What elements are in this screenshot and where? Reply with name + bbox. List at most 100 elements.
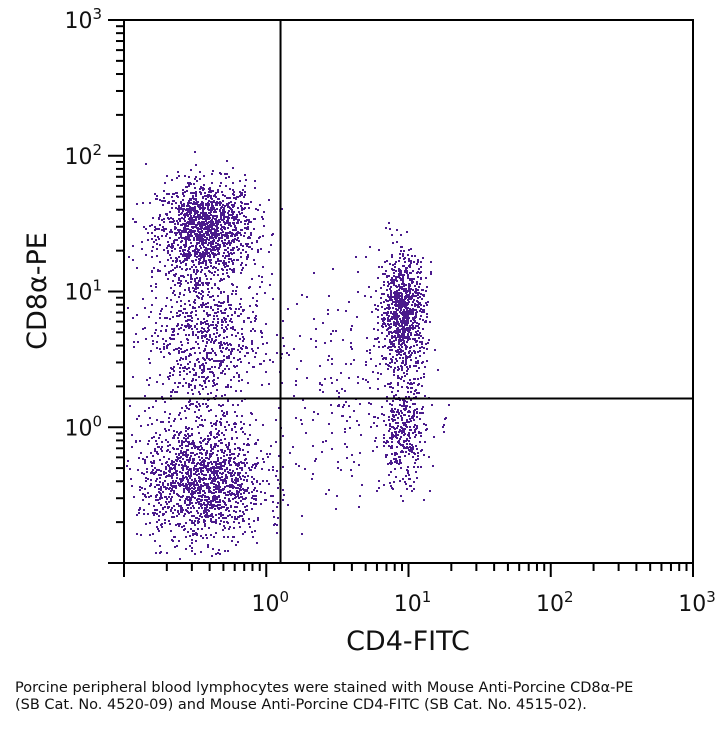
data-point bbox=[196, 227, 198, 229]
data-point bbox=[213, 423, 215, 425]
data-point bbox=[399, 399, 401, 401]
data-point bbox=[245, 251, 247, 253]
data-point bbox=[213, 483, 215, 485]
data-point bbox=[210, 433, 212, 435]
data-point bbox=[276, 532, 278, 534]
data-point bbox=[273, 524, 275, 526]
data-point bbox=[424, 366, 426, 368]
data-point bbox=[188, 239, 190, 241]
data-point bbox=[250, 330, 252, 332]
data-point bbox=[215, 491, 217, 493]
data-point bbox=[395, 305, 397, 307]
data-point bbox=[220, 405, 222, 407]
data-point bbox=[154, 509, 156, 511]
data-point bbox=[136, 267, 138, 269]
data-point bbox=[178, 205, 180, 207]
data-point bbox=[186, 205, 188, 207]
data-point bbox=[359, 403, 361, 405]
data-point bbox=[222, 200, 224, 202]
data-point bbox=[239, 488, 241, 490]
data-point bbox=[234, 312, 236, 314]
data-point bbox=[203, 214, 205, 216]
data-point bbox=[194, 479, 196, 481]
data-point bbox=[428, 339, 430, 341]
data-point bbox=[222, 262, 224, 264]
data-point bbox=[248, 362, 250, 364]
data-point bbox=[173, 370, 175, 372]
data-point bbox=[154, 512, 156, 514]
data-point bbox=[411, 295, 413, 297]
data-point bbox=[238, 376, 240, 378]
data-point bbox=[211, 507, 213, 509]
data-point bbox=[166, 345, 168, 347]
data-point bbox=[391, 303, 393, 305]
data-point bbox=[415, 325, 417, 327]
data-point bbox=[396, 286, 398, 288]
data-point bbox=[209, 476, 211, 478]
data-point bbox=[167, 217, 169, 219]
data-point bbox=[395, 431, 397, 433]
data-point bbox=[170, 299, 172, 301]
data-point bbox=[140, 425, 142, 427]
data-point bbox=[206, 331, 208, 333]
data-point bbox=[210, 450, 212, 452]
data-point bbox=[206, 469, 208, 471]
data-point bbox=[185, 240, 187, 242]
data-point bbox=[200, 247, 202, 249]
data-point bbox=[173, 490, 175, 492]
data-point bbox=[417, 458, 419, 460]
data-point bbox=[253, 503, 255, 505]
data-point bbox=[216, 315, 218, 317]
data-point bbox=[213, 208, 215, 210]
data-point bbox=[246, 352, 248, 354]
data-point bbox=[185, 356, 187, 358]
data-point bbox=[179, 382, 181, 384]
data-point bbox=[382, 346, 384, 348]
data-point bbox=[229, 469, 231, 471]
data-point bbox=[247, 317, 249, 319]
data-point bbox=[204, 495, 206, 497]
data-point bbox=[412, 318, 414, 320]
data-point bbox=[393, 282, 395, 284]
data-point bbox=[186, 268, 188, 270]
data-point bbox=[180, 247, 182, 249]
data-point bbox=[402, 253, 404, 255]
data-point bbox=[165, 235, 167, 237]
data-point bbox=[213, 223, 215, 225]
data-point bbox=[230, 361, 232, 363]
data-point bbox=[391, 408, 393, 410]
data-point bbox=[397, 369, 399, 371]
data-point bbox=[211, 237, 213, 239]
data-point bbox=[385, 442, 387, 444]
data-point bbox=[232, 536, 234, 538]
data-point bbox=[241, 515, 243, 517]
data-point bbox=[238, 380, 240, 382]
data-point bbox=[408, 260, 410, 262]
data-point bbox=[210, 534, 212, 536]
data-point bbox=[174, 267, 176, 269]
data-point bbox=[199, 279, 201, 281]
data-point bbox=[217, 223, 219, 225]
data-point bbox=[217, 504, 219, 506]
data-point bbox=[205, 452, 207, 454]
data-point bbox=[231, 484, 233, 486]
data-point bbox=[189, 503, 191, 505]
data-point bbox=[377, 305, 379, 307]
data-point bbox=[221, 344, 223, 346]
data-point bbox=[183, 228, 185, 230]
data-point bbox=[398, 341, 400, 343]
data-point bbox=[231, 211, 233, 213]
data-point bbox=[174, 546, 176, 548]
data-point bbox=[200, 469, 202, 471]
data-point bbox=[191, 433, 193, 435]
data-point bbox=[235, 423, 237, 425]
data-point bbox=[207, 393, 209, 395]
data-point bbox=[178, 277, 180, 279]
data-point bbox=[257, 439, 259, 441]
data-point bbox=[248, 523, 250, 525]
data-point bbox=[158, 519, 160, 521]
data-point bbox=[393, 343, 395, 345]
data-point bbox=[226, 342, 228, 344]
data-point bbox=[152, 512, 154, 514]
data-point bbox=[198, 292, 200, 294]
